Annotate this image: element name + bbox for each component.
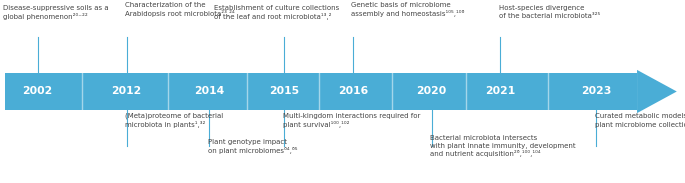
Text: Curated metabolic models of
plant microbiome collection¹: Curated metabolic models of plant microb… <box>595 113 685 128</box>
Text: 2016: 2016 <box>338 87 368 96</box>
Text: Host-species divergence
of the bacterial microbiota³²⁵: Host-species divergence of the bacterial… <box>499 5 600 19</box>
FancyBboxPatch shape <box>5 73 637 110</box>
Text: Establishment of culture collections
of the leaf and root microbiota¹³,²: Establishment of culture collections of … <box>214 5 340 20</box>
Text: 2002: 2002 <box>23 87 53 96</box>
Text: 2015: 2015 <box>269 87 299 96</box>
Text: Characterization of the
Arabidopsis root microbiota²³,²⁴: Characterization of the Arabidopsis root… <box>125 2 235 17</box>
Text: (Meta)proteome of bacterial
microbiota in plants¹,³²: (Meta)proteome of bacterial microbiota i… <box>125 113 223 128</box>
Text: 2021: 2021 <box>485 87 515 96</box>
Text: Disease-suppressive soils as a
global phenomenon²⁰⁻²²: Disease-suppressive soils as a global ph… <box>3 5 109 20</box>
Text: Genetic basis of microbiome
assembly and homeostasis¹⁰⁵,¹⁰⁶: Genetic basis of microbiome assembly and… <box>351 2 465 17</box>
Text: 2014: 2014 <box>194 87 224 96</box>
Text: 2023: 2023 <box>581 87 611 96</box>
Text: 2012: 2012 <box>112 87 142 96</box>
Text: Bacterial microbiota intersects
with plant innate immunity, development
and nutr: Bacterial microbiota intersects with pla… <box>430 135 576 157</box>
Text: Multi-kingdom interactions required for
plant survival¹⁰⁰,¹⁰²: Multi-kingdom interactions required for … <box>283 113 421 128</box>
Text: Plant genotype impact
on plant microbiomes⁶⁴,⁶⁵: Plant genotype impact on plant microbiom… <box>208 139 297 154</box>
Text: 2020: 2020 <box>416 87 447 96</box>
Polygon shape <box>637 70 677 113</box>
